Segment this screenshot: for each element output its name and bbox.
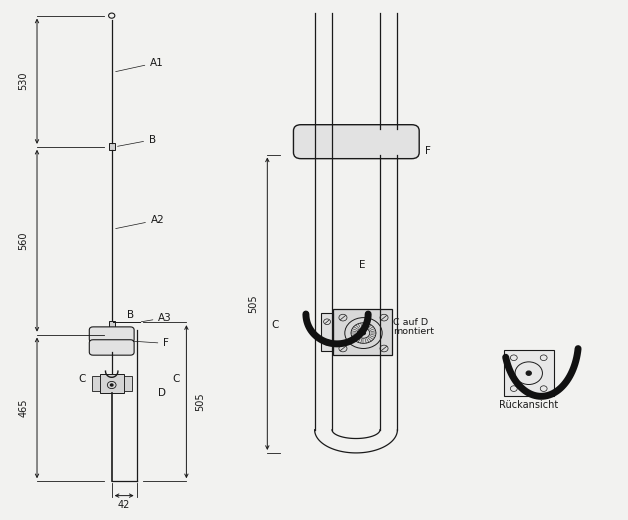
Text: C: C [272,320,279,330]
Text: F: F [133,339,169,348]
Text: 505: 505 [195,393,205,411]
Text: 42: 42 [118,500,131,510]
Text: F: F [425,146,431,155]
Text: 505: 505 [249,294,259,313]
Text: 560: 560 [18,231,28,250]
Circle shape [526,371,531,375]
Text: C: C [78,374,86,384]
Bar [322,313,333,352]
Bar [333,309,392,355]
Text: E: E [359,259,365,270]
Text: C auf D: C auf D [393,318,428,327]
FancyBboxPatch shape [89,340,134,355]
Bar [109,321,115,328]
Bar [109,143,115,150]
Bar [504,350,554,396]
Bar [124,376,132,391]
Text: C: C [172,374,180,384]
FancyBboxPatch shape [293,125,420,159]
Text: A2: A2 [116,215,165,229]
FancyBboxPatch shape [89,327,134,342]
Bar [92,376,100,391]
Text: montiert: montiert [393,327,434,335]
Text: 530: 530 [18,72,28,90]
Text: B: B [117,135,156,146]
Text: 465: 465 [18,399,28,417]
Circle shape [111,384,113,386]
Text: D: D [158,388,166,398]
Text: B: B [127,310,134,320]
Text: A1: A1 [116,58,164,72]
Text: A3: A3 [141,313,172,323]
Text: Rückansicht: Rückansicht [499,400,558,410]
Circle shape [362,332,365,334]
Bar [100,374,124,393]
